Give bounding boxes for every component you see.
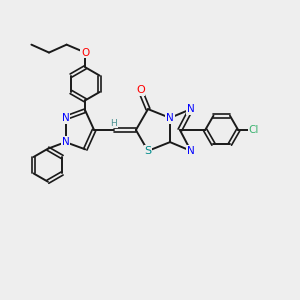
Text: Cl: Cl — [248, 125, 259, 135]
Text: N: N — [187, 146, 195, 156]
Text: O: O — [81, 48, 89, 58]
Text: N: N — [61, 137, 69, 147]
Text: S: S — [144, 146, 152, 156]
Text: N: N — [166, 113, 174, 123]
Text: N: N — [187, 104, 195, 114]
Text: H: H — [110, 118, 117, 127]
Text: N: N — [61, 113, 69, 123]
Text: O: O — [136, 85, 145, 95]
